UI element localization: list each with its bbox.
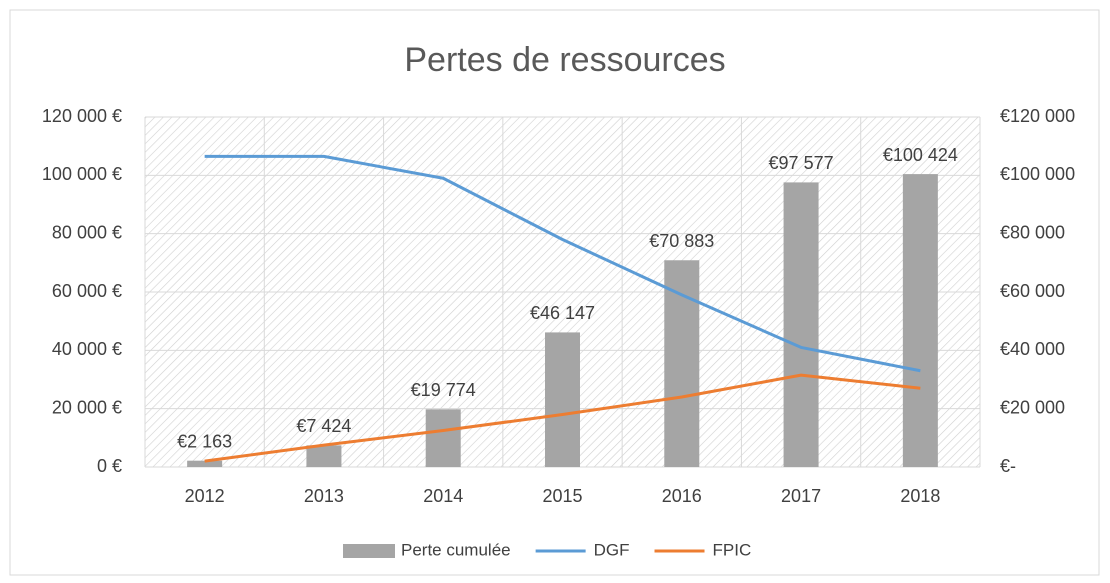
x-tick-label: 2014 xyxy=(423,486,463,506)
legend-label: FPIC xyxy=(713,540,752,559)
y2-tick-label: €- xyxy=(1000,456,1016,476)
bar xyxy=(187,460,223,467)
y-tick-label: 40 000 € xyxy=(52,339,122,359)
bar xyxy=(783,182,819,467)
data-label: €7 424 xyxy=(296,416,351,436)
data-label: €2 163 xyxy=(177,431,232,451)
legend-swatch xyxy=(343,544,395,558)
y-tick-label: 60 000 € xyxy=(52,281,122,301)
bar xyxy=(545,332,580,467)
y2-tick-label: €120 000 xyxy=(1000,106,1075,126)
x-tick-label: 2017 xyxy=(781,486,821,506)
data-label: €97 577 xyxy=(769,153,834,173)
bar xyxy=(664,260,700,467)
y2-tick-label: €80 000 xyxy=(1000,222,1065,242)
x-tick-label: 2015 xyxy=(542,486,582,506)
line-series xyxy=(204,154,921,373)
bar xyxy=(306,445,342,467)
data-label: €100 424 xyxy=(883,145,958,165)
y2-tick-label: €100 000 xyxy=(1000,164,1075,184)
x-tick-label: 2016 xyxy=(662,486,702,506)
y-tick-label: 20 000 € xyxy=(52,397,122,417)
data-label: €46 147 xyxy=(530,303,595,323)
bar xyxy=(902,174,938,467)
chart-title: Pertes de ressources xyxy=(404,41,725,79)
data-label: €19 774 xyxy=(411,380,476,400)
data-label: €70 883 xyxy=(649,231,714,251)
x-tick-label: 2013 xyxy=(304,486,344,506)
y-tick-label: 80 000 € xyxy=(52,222,122,242)
y2-tick-label: €40 000 xyxy=(1000,339,1065,359)
y2-tick-label: €20 000 xyxy=(1000,397,1065,417)
y-tick-label: 100 000 € xyxy=(42,164,122,184)
y-tick-label: 120 000 € xyxy=(42,106,122,126)
legend-label: DGF xyxy=(594,540,630,559)
y2-tick-label: €60 000 xyxy=(1000,281,1065,301)
legend-label: Perte cumulée xyxy=(401,540,511,559)
y-tick-label: 0 € xyxy=(97,456,122,476)
bar xyxy=(425,409,461,467)
line-series xyxy=(204,373,921,463)
x-tick-label: 2012 xyxy=(185,486,225,506)
x-tick-label: 2018 xyxy=(900,486,940,506)
